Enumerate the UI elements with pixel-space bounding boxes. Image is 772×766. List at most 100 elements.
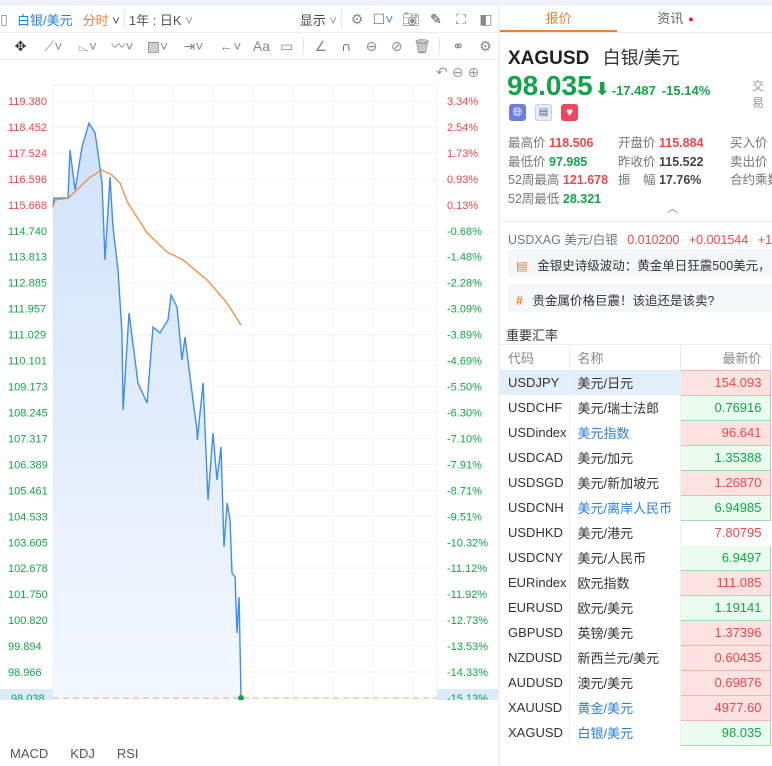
rate-code: GBPUSD (500, 620, 570, 645)
y-tick-label: 101.750 (8, 589, 48, 601)
rate-name: 美元/加元 (569, 445, 681, 470)
rate-code: USDindex (500, 420, 570, 445)
stat-item: 开盘价 115.884 (618, 134, 704, 153)
fullscreen-icon[interactable]: ⛶ (456, 10, 466, 27)
rates-title: 重要汇率 (500, 317, 772, 345)
rate-code: USDCNY (500, 545, 570, 570)
hide-drawings-icon[interactable]: ⊘ (390, 37, 403, 54)
magnet-icon[interactable]: ∩ (341, 38, 352, 54)
tab-news-label: 资讯 (657, 11, 684, 26)
table-row[interactable]: USDCNY 美元/人民币 6.9497 (500, 544, 771, 571)
news-title: 贵金属价格巨震！该追还是该卖? (532, 294, 715, 308)
indicator-kdj[interactable]: KDJ (70, 746, 95, 761)
polyline-tool-icon[interactable]: ⌳˅ (77, 37, 98, 54)
table-row[interactable]: USDSGD 美元/新加坡元 1.26870 (500, 469, 771, 496)
text-tool-icon[interactable]: Aa (252, 38, 270, 54)
inverse-quote[interactable]: USDXAG 美元/白银 0.010200 +0.001544 +17 (500, 221, 772, 255)
rate-price: 0.60435 (679, 644, 771, 671)
y-tick-label: 100.820 (8, 615, 48, 627)
pct-tick-label: -13.53% (447, 641, 488, 653)
stat-value: 97.985 (549, 154, 588, 169)
rate-name[interactable]: 美元/离岸人民币 (569, 495, 681, 520)
stat-label: 昨收价 (618, 154, 656, 169)
price-chart[interactable]: 119.380 3.34% 118.452 2.54% 117.524 1.73% 116.… (0, 0, 498, 700)
table-row[interactable]: NZDUSD 新西兰元/美元 0.60435 (500, 644, 771, 671)
lock-drawings-icon[interactable]: ⊖ (365, 37, 378, 54)
panel-toggle-icon[interactable]: ◧ (479, 10, 493, 27)
camera-icon[interactable]: 📷︎ (402, 10, 420, 27)
table-row[interactable]: USDindex 美元指数 96.641 (500, 419, 771, 446)
stat-value: 121.678 (562, 173, 609, 187)
table-row[interactable]: USDJPY 美元/日元 154.093 (500, 369, 771, 396)
globe-icon[interactable]: 🌐︎ (509, 104, 526, 121)
inverse-pct: +17 (757, 233, 772, 247)
compare-icon[interactable]: ⚭ (452, 37, 465, 54)
trash-icon[interactable]: 🗑︎ (413, 37, 431, 54)
y-tick-label: 115.668 (8, 200, 47, 212)
fib-tool-icon[interactable]: ▨˅ (146, 37, 169, 54)
angle-icon[interactable]: ∠ (314, 37, 328, 54)
rate-price: 1.26870 (679, 469, 771, 496)
news-item[interactable]: # 贵金属价格巨震！该追还是该卖? (508, 284, 772, 312)
indicator-rsi[interactable]: RSI (116, 746, 139, 761)
column-header-price[interactable]: 最新价 (680, 345, 771, 370)
average-line (52, 169, 242, 326)
rate-name: 澳元/美元 (569, 670, 681, 695)
rate-code: EURindex (500, 570, 570, 595)
rate-name: 欧元/美元 (569, 595, 681, 620)
mode-selector[interactable]: 分时 ˅ (83, 10, 120, 29)
table-row[interactable]: XAUUSD 黄金/美元 4977.60 (500, 694, 771, 721)
chevron-down-icon: ˅ (325, 12, 337, 28)
zoom-in-icon[interactable]: ⊕ (467, 64, 480, 80)
rate-name[interactable]: 白银/美元 (569, 720, 681, 745)
wave-tool-icon[interactable]: 〰˅ (111, 38, 134, 54)
column-header-name[interactable]: 名称 (569, 345, 681, 370)
notes-icon[interactable]: ▤ (535, 104, 552, 121)
stat-value: 115.884 (659, 136, 704, 150)
pct-tick-label: 2.54% (447, 122, 478, 134)
tab-quote[interactable]: 报价 (500, 6, 617, 32)
divider (438, 37, 440, 55)
column-header-code[interactable]: 代码 (500, 345, 570, 370)
settings-icon[interactable]: ⚙ (350, 10, 364, 27)
table-row[interactable]: USDCAD 美元/加元 1.35388 (500, 444, 771, 471)
table-row[interactable]: XAGUSD 白银/美元 98.035 (500, 719, 771, 746)
trade-link[interactable]: 交易 (752, 79, 765, 110)
rate-name[interactable]: 美元指数 (569, 420, 681, 445)
rate-price: 111.085 (679, 569, 771, 596)
period-selector[interactable]: 1年 : 日K ˅ (129, 10, 193, 29)
settings-icon[interactable]: ⚙ (479, 37, 492, 54)
indicator-macd[interactable]: MACD (10, 746, 49, 761)
table-row[interactable]: USDCHF 美元/瑞士法郎 0.76916 (500, 394, 771, 421)
display-selector[interactable]: 显示 ˅ (300, 10, 337, 29)
table-row[interactable]: EURindex 欧元指数 111.085 (500, 569, 771, 596)
comment-icon[interactable]: ▭ (280, 37, 294, 54)
move-icon[interactable]: ✥ (14, 37, 27, 54)
table-row[interactable]: USDHKD 美元/港元 7.80795 (500, 520, 770, 545)
zoom-out-icon[interactable]: ⊖ (451, 64, 464, 80)
table-row[interactable]: EURUSD 欧元/美元 1.19141 (500, 594, 771, 621)
sidebar-toggle-icon[interactable]: ▯ (0, 10, 8, 27)
table-row[interactable]: AUDUSD 澳元/美元 0.69876 (500, 669, 771, 696)
tab-news[interactable]: 资讯 ● (617, 6, 734, 32)
table-row[interactable]: GBPUSD 英镑/美元 1.37396 (500, 619, 771, 646)
undo-icon[interactable]: ↶ (436, 64, 448, 80)
rate-price: 154.093 (679, 369, 771, 396)
rate-code: XAGUSD (500, 720, 570, 745)
chart-style-icon[interactable]: ☐˅ (372, 10, 394, 27)
hashtag-icon: # (516, 294, 523, 308)
measure-tool-icon[interactable]: ⇥˅ (183, 37, 204, 54)
rate-name[interactable]: 黄金/美元 (569, 695, 681, 720)
news-item[interactable]: ▤ 金银史诗级波动：黄金单日狂震500美元， (508, 249, 772, 277)
pencil-icon[interactable]: ✎ (430, 10, 442, 27)
symbol-selector[interactable]: 白银/美元 (17, 12, 73, 28)
chart-toolbar: ▯ 白银/美元 分时 ˅ 1年 : 日K ˅ 显示 ˅ ⚙ ☐˅ 📷︎ ✎ ⛶ … (0, 6, 498, 33)
collapse-chevron-icon[interactable]: ︿ (667, 203, 678, 215)
table-row[interactable]: USDCNH 美元/离岸人民币 6.94985 (500, 494, 771, 521)
line-tool-icon[interactable]: ⟋˅ (44, 37, 63, 54)
last-pct-tag (437, 689, 498, 700)
arrow-tool-icon[interactable]: ←˅ (219, 38, 242, 54)
y-tick-label: 112.885 (8, 278, 47, 290)
y-tick-label: 108.245 (8, 407, 48, 419)
favorite-heart-icon[interactable]: ♥ (561, 104, 578, 121)
